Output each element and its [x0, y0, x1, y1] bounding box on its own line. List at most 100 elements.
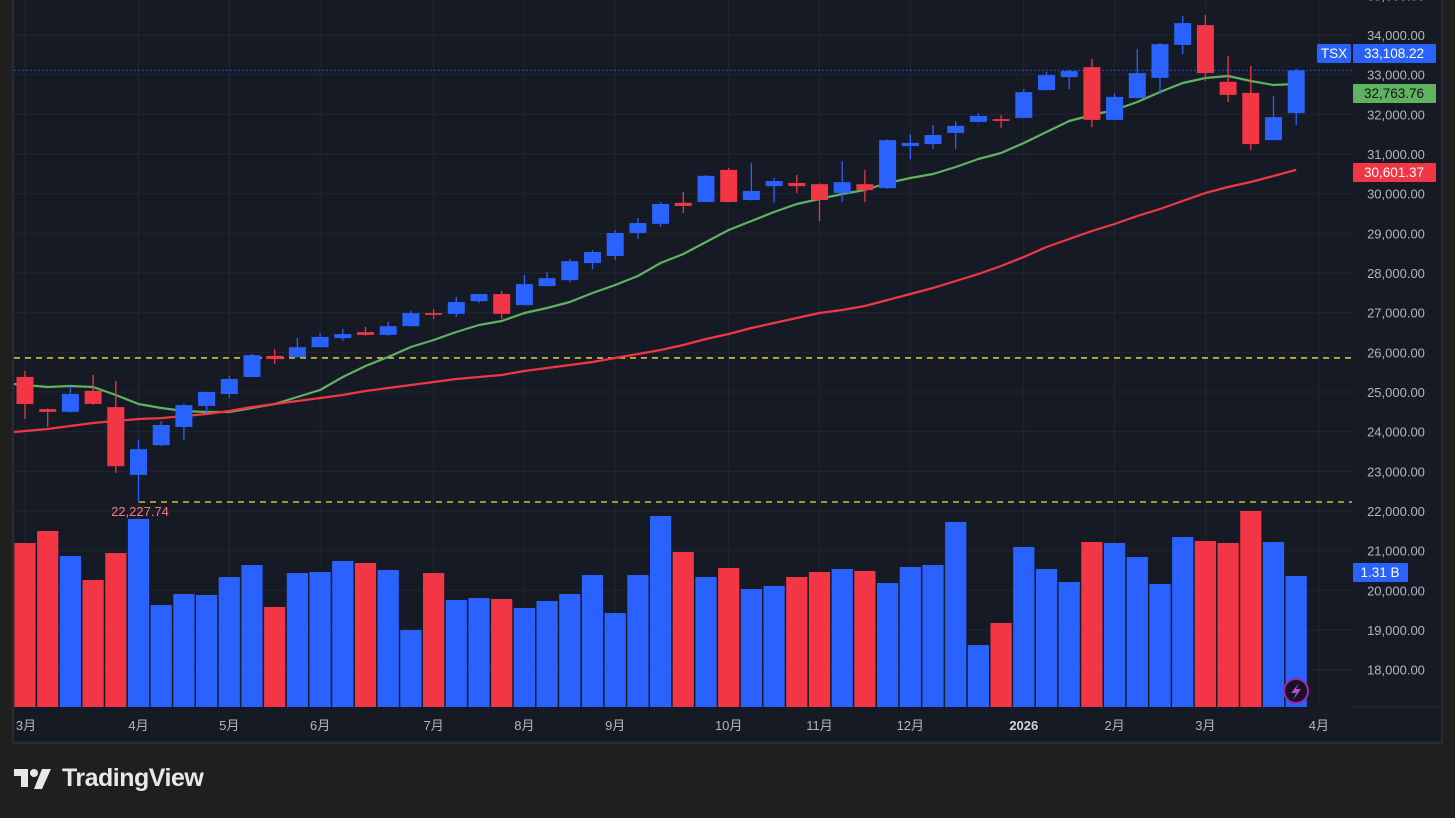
- price-tick-label: 18,000.00: [1367, 663, 1425, 678]
- volume-bar: [423, 573, 445, 707]
- candle-body: [61, 394, 79, 412]
- volume-bar: [1217, 543, 1239, 707]
- volume-bar: [786, 577, 808, 707]
- candle-body: [811, 184, 828, 201]
- volume-bar: [831, 569, 853, 707]
- price-tick-label: 31,000.00: [1367, 147, 1425, 162]
- grid: [14, 0, 1439, 743]
- candle-body: [1219, 81, 1237, 95]
- price-tick-label: 19,000.00: [1367, 623, 1425, 638]
- volume-bar: [877, 583, 899, 707]
- volume-bar: [559, 594, 581, 707]
- time-tick-label: 6月: [310, 718, 330, 733]
- volume-bar: [1240, 511, 1262, 707]
- candle-body: [856, 184, 874, 191]
- candle-body: [947, 125, 965, 133]
- volume-bar: [241, 565, 263, 707]
- candle-body: [1060, 71, 1078, 78]
- candle-body: [584, 251, 601, 264]
- candle-body: [311, 336, 329, 348]
- volume-label: 1.31 B: [1353, 563, 1408, 582]
- candle-body: [402, 313, 420, 327]
- volume-bar: [922, 565, 944, 707]
- tradingview-wordmark: TradingView: [62, 764, 204, 792]
- volume-bar: [990, 623, 1012, 707]
- volume-bar: [1262, 542, 1285, 707]
- price-tick-label: 24,000.00: [1367, 425, 1425, 440]
- time-tick-label: 5月: [219, 718, 239, 733]
- candle-body: [833, 182, 851, 193]
- ma-short-price-label: 32,763.76: [1353, 84, 1436, 103]
- ma-long-label-text: 30,601.37: [1364, 165, 1424, 180]
- price-tick-label: 22,000.00: [1367, 504, 1425, 519]
- candles: [16, 15, 1305, 503]
- volume-bar: [1081, 542, 1103, 707]
- price-tick-label: 33,000.00: [1367, 68, 1425, 83]
- volume-bar: [1058, 582, 1080, 707]
- time-tick-label: 9月: [605, 718, 625, 733]
- volume-bar: [1013, 547, 1035, 707]
- candle-body: [1242, 92, 1260, 145]
- candle-body: [357, 332, 374, 335]
- candle-body: [470, 294, 488, 302]
- volume-bar: [127, 519, 150, 707]
- volume-bar: [604, 613, 626, 707]
- moving-average-long: [13, 168, 1297, 434]
- price-tick-label: 35,000.00: [1367, 0, 1425, 3]
- candle-body: [515, 284, 533, 306]
- volume-bar: [650, 516, 672, 707]
- volume-label-text: 1.31 B: [1360, 565, 1399, 580]
- low-marker-label: 22,227.74: [111, 504, 169, 519]
- volume-bar: [945, 522, 967, 707]
- volume-bar: [332, 561, 354, 707]
- volume-bar: [808, 572, 831, 707]
- reference-lines: [14, 69, 1352, 503]
- time-axis[interactable]: 3月 4月 5月 6月 7月 8月 9月 10月 11月 12月 2026 2月 3月 4月: [16, 718, 1329, 733]
- candle-body: [765, 180, 783, 187]
- volume-bar: [173, 594, 195, 707]
- candle-body: [969, 115, 987, 122]
- volume-bar: [309, 572, 331, 707]
- candle-body: [924, 134, 942, 145]
- symbol-tag[interactable]: TSX: [1317, 44, 1351, 63]
- volume-bar: [1126, 557, 1148, 707]
- candle-body: [425, 313, 443, 315]
- volume-bar: [196, 595, 218, 707]
- candle-body: [130, 449, 147, 475]
- time-tick-label: 2月: [1104, 718, 1124, 733]
- price-tick-label: 21,000.00: [1367, 544, 1425, 559]
- candle-body: [1038, 75, 1055, 91]
- price-tick-label: 29,000.00: [1367, 226, 1425, 241]
- candle-body: [629, 223, 647, 233]
- candle-body: [1015, 92, 1033, 118]
- volume-bar: [627, 575, 649, 707]
- volume-label-bg: [1353, 563, 1408, 582]
- time-tick-label: 3月: [1195, 718, 1215, 733]
- ma-long-label-bg: [1353, 163, 1436, 182]
- candle-body: [1128, 73, 1146, 99]
- tradingview-logo[interactable]: TradingView: [14, 764, 204, 793]
- volume-bar: [536, 601, 558, 707]
- time-tick-label: 12月: [897, 718, 924, 733]
- time-tick-label: 8月: [514, 718, 534, 733]
- volume-bar: [513, 608, 535, 707]
- volume-bar: [854, 571, 876, 707]
- volume-bar: [695, 577, 717, 707]
- lightning-icon[interactable]: [1283, 678, 1309, 704]
- candle-body: [1174, 23, 1192, 45]
- price-axis[interactable]: 35,000.00 34,000.00 33,000.00 32,000.00 31,0…: [1367, 0, 1425, 678]
- price-tick-label: 27,000.00: [1367, 306, 1425, 321]
- volume-bar: [400, 630, 422, 707]
- volume-bar: [59, 556, 81, 707]
- volume-bar: [14, 543, 36, 707]
- volume-bar: [1194, 541, 1216, 707]
- volume-bar: [491, 599, 513, 707]
- volume-bar: [967, 645, 989, 707]
- candle-body: [697, 175, 715, 203]
- candle-body: [334, 334, 352, 339]
- candle-body: [447, 301, 465, 314]
- moving-average-short: [13, 74, 1297, 414]
- volume-bar: [445, 600, 467, 707]
- candle-body: [379, 326, 397, 335]
